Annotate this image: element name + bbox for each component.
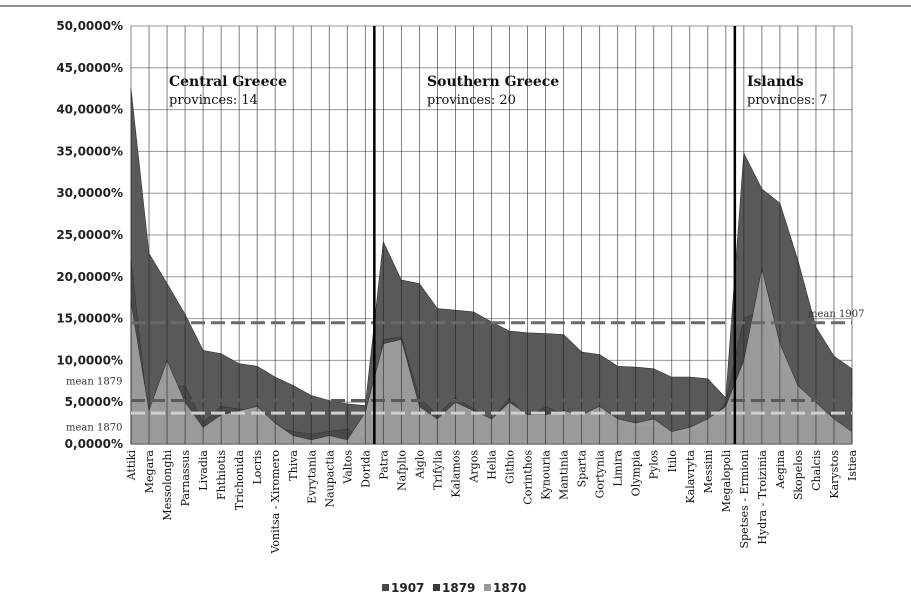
x-tick-label: Megara	[143, 450, 156, 494]
x-tick-label: Karystos	[828, 450, 841, 499]
region-subtitle: provinces: 7	[747, 93, 828, 108]
x-tick-label: Itilo	[666, 450, 679, 473]
mean-label: mean 1907	[808, 309, 864, 320]
x-tick-label: Livadia	[197, 450, 210, 491]
x-tick-label: Kynouria	[540, 450, 553, 500]
region-title: Central Greece	[169, 74, 287, 90]
region-separators: Central Greece provinces: 14 Southern Gree…	[169, 26, 828, 444]
legend-swatch	[382, 584, 389, 591]
legend-label: 1907	[391, 581, 424, 595]
x-tick-label: Sparta	[576, 450, 589, 488]
y-tick-label: 50,0000%	[56, 19, 123, 33]
region-title: Islands	[747, 74, 804, 90]
x-tick-label: Evrytania	[305, 450, 318, 504]
legend-label: 1879	[442, 581, 475, 595]
region-subtitle: provinces: 14	[169, 93, 258, 108]
legend: 1907 1879 1870	[382, 581, 526, 595]
x-tick-label: Messolonghi	[161, 450, 174, 521]
x-tick-label: Argos	[467, 450, 480, 484]
x-tick-label: Kalavryta	[684, 450, 697, 504]
x-tick-label: Dorida	[359, 450, 372, 488]
legend-swatch	[484, 584, 491, 591]
region-title: Southern Greece	[427, 74, 559, 90]
x-tick-label: Gortynia	[594, 450, 607, 499]
x-tick-label: Istiea	[846, 450, 859, 481]
mean-label: mean 1879	[66, 376, 122, 387]
x-tick-label: Corinthos	[522, 450, 535, 505]
y-tick-label: 20,0000%	[56, 270, 123, 284]
y-tick-label: 35,0000%	[56, 144, 123, 158]
x-tick-label: Thiva	[287, 450, 300, 481]
y-tick-label: 40,0000%	[56, 103, 123, 117]
x-tick-label: Aegina	[774, 450, 787, 490]
y-tick-label: 15,0000%	[56, 312, 123, 326]
x-tick-label: Vonitsa - Xiromero	[269, 450, 282, 555]
point-dividers	[130, 26, 853, 444]
region-subtitle: provinces: 20	[427, 93, 516, 108]
x-tick-label: Chalcis	[810, 450, 823, 491]
x-tick-label: Trichonida	[233, 450, 246, 511]
x-tick-label: Spetses - Ermioni	[738, 450, 751, 549]
x-axis: Attiki Megara Messolonghi Parnassus Livadia F…	[125, 450, 859, 555]
x-tick-label: Naupactia	[323, 450, 336, 508]
x-tick-label: Olympia	[630, 450, 643, 497]
x-tick-label: Megalopoli	[720, 450, 733, 513]
x-tick-label: Patra	[377, 450, 390, 480]
x-tick-label: Fhthiotis	[215, 450, 228, 500]
x-tick-label: Hydra - Troizinia	[756, 450, 769, 545]
legend-swatch	[433, 584, 440, 591]
x-tick-label: Trifylia	[431, 450, 444, 490]
x-tick-label: Pylos	[648, 450, 661, 480]
y-tick-label: 0,0000%	[65, 437, 123, 451]
mean-label: mean 1870	[66, 422, 122, 433]
x-tick-label: Aiglo	[413, 450, 426, 480]
x-tick-label: Locris	[251, 450, 264, 485]
legend-label: 1870	[493, 581, 526, 595]
x-tick-label: Nafplio	[395, 450, 408, 491]
y-tick-label: 45,0000%	[56, 61, 123, 75]
x-tick-label: Kalamos	[449, 450, 462, 498]
x-tick-label: Mantinia	[558, 450, 571, 500]
x-tick-label: Parnassus	[179, 450, 192, 507]
x-tick-label: Limira	[612, 450, 625, 487]
mean-lines: mean 1907 mean 1879 mean 1870	[66, 309, 864, 434]
x-tick-label: Valtos	[341, 450, 354, 485]
y-tick-label: 30,0000%	[56, 186, 123, 200]
x-tick-label: Attiki	[125, 450, 138, 482]
y-tick-label: 25,0000%	[56, 228, 123, 242]
x-tick-label: Skopelos	[792, 450, 805, 501]
x-tick-label: Githio	[504, 450, 517, 484]
x-tick-label: Messini	[702, 450, 715, 494]
y-tick-label: 10,0000%	[56, 353, 123, 367]
y-tick-label: 5,0000%	[65, 395, 123, 409]
x-tick-label: Helia	[486, 450, 499, 480]
